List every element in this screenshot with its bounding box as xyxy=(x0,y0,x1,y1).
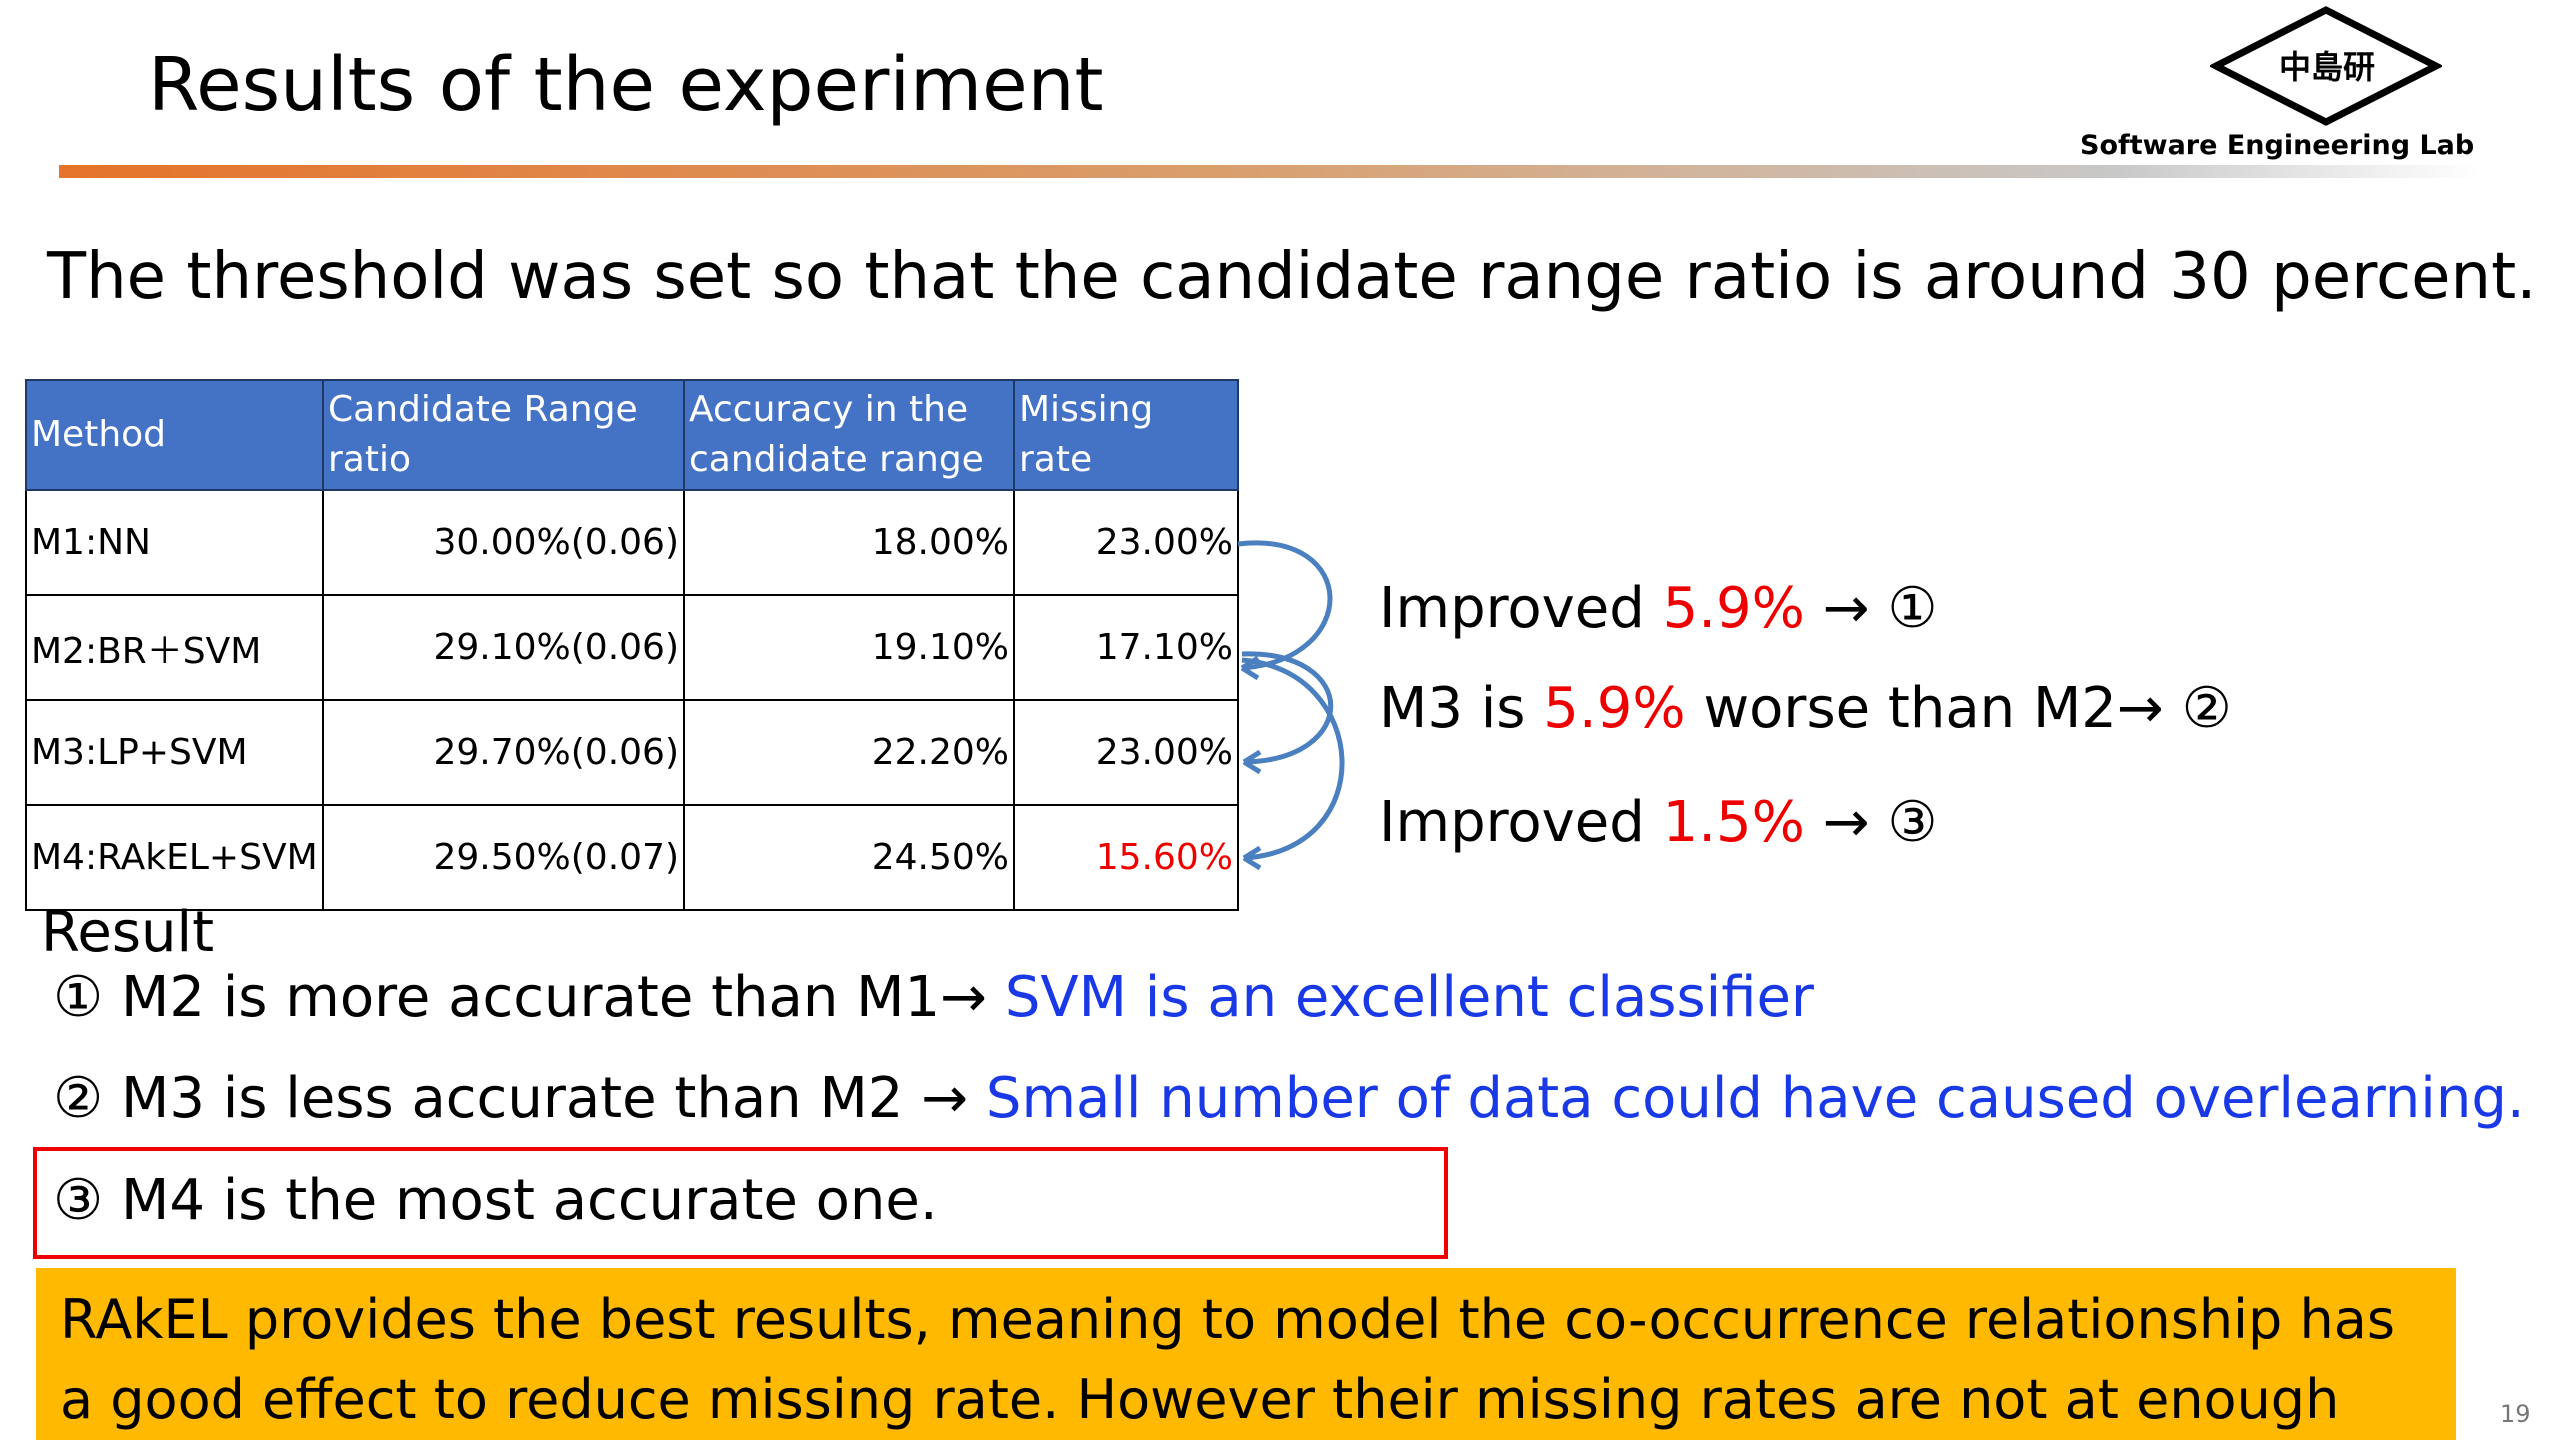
table-row: M2:BR＋SVM 29.10%(0.06) 19.10% 17.10% xyxy=(25,594,1239,701)
annotation-part: → ③ xyxy=(1804,790,1938,855)
logo-diamond xyxy=(2210,6,2442,126)
annotation-part: → ① xyxy=(1804,576,1938,641)
annotation-part: 1.5% xyxy=(1662,790,1805,855)
annotation-part: 5.9% xyxy=(1543,676,1686,741)
result-item: ③ M4 is the most accurate one. xyxy=(53,1168,938,1233)
results-table: Method Candidate Range ratio Accuracy in t… xyxy=(25,379,1239,911)
arrows xyxy=(1237,540,1345,871)
result-part: Small number of data could have caused o… xyxy=(985,1066,2525,1131)
annotation-part: Improved xyxy=(1379,576,1663,641)
result-part: ③ M4 is the most accurate one. xyxy=(53,1168,938,1233)
table-header: Missing rate xyxy=(1013,379,1239,491)
table-cell: 17.10% xyxy=(1013,594,1239,701)
intro-text: The threshold was set so that the candid… xyxy=(47,240,2537,314)
annotation-part: M3 is xyxy=(1379,676,1544,741)
table-cell: 30.00%(0.06) xyxy=(322,489,685,596)
table-cell: 22.20% xyxy=(683,699,1015,806)
table-cell: M3:LP+SVM xyxy=(25,699,324,806)
result-item: ① M2 is more accurate than M1→ SVM is an… xyxy=(53,965,1814,1030)
table-cell: 29.70%(0.06) xyxy=(322,699,685,806)
table-cell: 24.50% xyxy=(683,804,1015,911)
logo-text: 中島研 xyxy=(2278,48,2375,86)
table-header: Candidate Range ratio xyxy=(322,379,685,491)
table-cell: 29.50%(0.07) xyxy=(322,804,685,911)
table-cell: 29.10%(0.06) xyxy=(322,594,685,701)
annotation-part: worse than M2→ ② xyxy=(1685,676,2232,741)
highlight-box xyxy=(33,1147,1448,1259)
slide-title: Results of the experiment xyxy=(148,42,1104,128)
table-cell: 19.10% xyxy=(683,594,1015,701)
annotation: M3 is 5.9% worse than M2→ ② xyxy=(1379,676,2232,741)
table-cell: M1:NN xyxy=(25,489,324,596)
table-cell: 23.00% xyxy=(1013,699,1239,806)
table-row: M3:LP+SVM 29.70%(0.06) 22.20% 23.00% xyxy=(25,699,1239,806)
callout: RAkEL provides the best results, meaning… xyxy=(36,1268,2456,1440)
table-row: M4:RAkEL+SVM 29.50%(0.07) 24.50% 15.60% xyxy=(25,804,1239,911)
table-cell: 23.00% xyxy=(1013,489,1239,596)
result-label: Result xyxy=(41,900,215,965)
result-part: ① M2 is more accurate than M1→ xyxy=(53,965,1005,1030)
annotation-part: 5.9% xyxy=(1662,576,1805,641)
annotation: Improved 5.9% → ① xyxy=(1379,576,1938,641)
result-item: ② M3 is less accurate than M2 → Small nu… xyxy=(53,1066,2525,1131)
table-header: Accuracy in the candidate range xyxy=(683,379,1015,491)
annotation: Improved 1.5% → ③ xyxy=(1379,790,1938,855)
result-part: ② M3 is less accurate than M2 → xyxy=(53,1066,986,1131)
table-cell: 18.00% xyxy=(683,489,1015,596)
table-cell: M2:BR＋SVM xyxy=(25,594,324,701)
table-row: M1:NN 30.00%(0.06) 18.00% 23.00% xyxy=(25,489,1239,596)
result-part: SVM is an excellent classifier xyxy=(1004,965,1814,1030)
table-header: Method xyxy=(25,379,324,491)
page-number: 19 xyxy=(2500,1400,2531,1428)
title-rule xyxy=(59,165,2479,178)
annotation-part: Improved xyxy=(1379,790,1663,855)
lab-name: Software Engineering Lab xyxy=(2080,130,2475,161)
table-cell: 15.60% xyxy=(1013,804,1239,911)
table-cell: M4:RAkEL+SVM xyxy=(25,804,324,911)
